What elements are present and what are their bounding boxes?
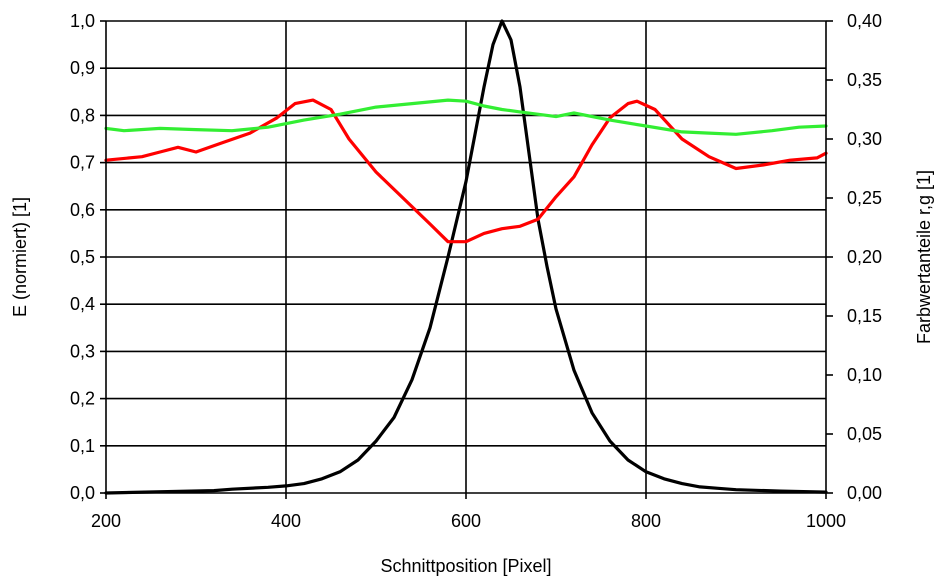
y-left-tick-label: 0,9 [70,58,95,78]
x-tick-label: 800 [631,511,661,531]
y-left-tick-label: 0,1 [70,436,95,456]
y-left-tick-label: 0,5 [70,247,95,267]
grid-lines [106,21,826,493]
y-right-tick-label: 0,20 [847,247,882,267]
x-axis-title: Schnittposition [Pixel] [380,556,551,576]
y-right-tick-label: 0,05 [847,424,882,444]
y-left-tick-label: 0,7 [70,153,95,173]
y-right-tick-label: 0,35 [847,70,882,90]
x-tick-label: 1000 [806,511,846,531]
y-right-tick-label: 0,00 [847,483,882,503]
y-left-tick-label: 0,4 [70,294,95,314]
y-left-tick-label: 0,2 [70,389,95,409]
y-left-tick-label: 1,0 [70,11,95,31]
y-left-tick-label: 0,8 [70,105,95,125]
y-left-tick-label: 0,6 [70,200,95,220]
y-left-tick-label: 0,0 [70,483,95,503]
x-tick-label: 400 [271,511,301,531]
y-left-tick-label: 0,3 [70,341,95,361]
y-axis-left-title: E (normiert) [1] [10,197,30,317]
y-right-tick-label: 0,40 [847,11,882,31]
y-right-tick-label: 0,15 [847,306,882,326]
x-tick-label: 200 [91,511,121,531]
y-right-tick-label: 0,10 [847,365,882,385]
tick-labels: 0,0 0,1 0,2 0,3 0,4 0,5 0,6 0,7 0,8 0,9 1,0 0,00 0,0… [70,11,882,531]
y-right-tick-label: 0,30 [847,129,882,149]
x-tick-label: 600 [451,511,481,531]
y-right-tick-label: 0,25 [847,188,882,208]
series-line [104,98,828,244]
series-line [104,98,828,136]
y-axis-right-title: Farbwertanteile r,g [1] [914,170,934,344]
tick-marks [100,20,833,499]
